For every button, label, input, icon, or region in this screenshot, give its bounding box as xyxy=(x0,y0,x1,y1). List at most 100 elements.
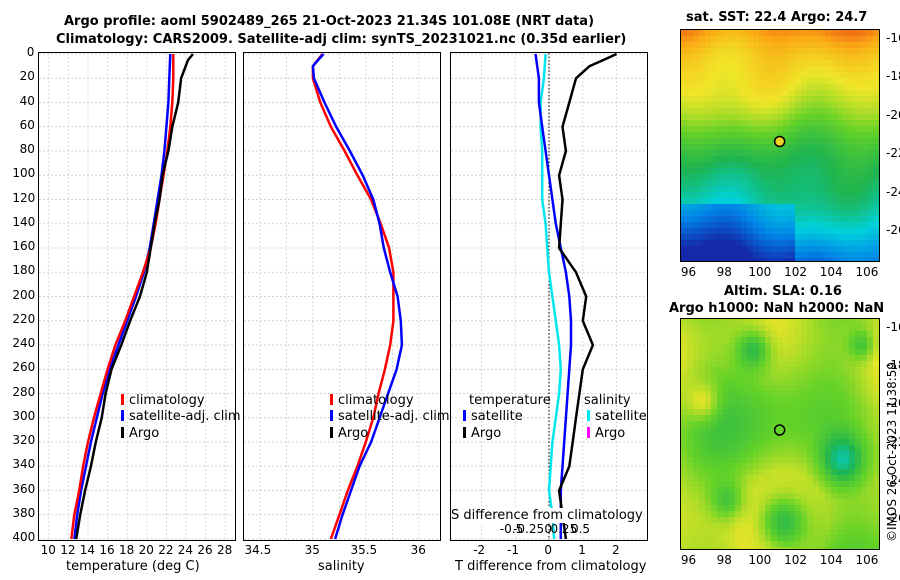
sla-map-cell xyxy=(711,367,717,373)
sst-map-cell xyxy=(807,30,813,36)
sla-map-cell xyxy=(681,439,687,445)
sla-map-cell xyxy=(825,505,831,511)
map-y-tick: -24 xyxy=(886,472,900,487)
legend-swatch-climatology xyxy=(330,394,333,405)
map-x-tick: 98 xyxy=(716,553,732,567)
sla-map-cell xyxy=(867,457,873,463)
sst-map-cell xyxy=(741,42,747,48)
sla-map-cell xyxy=(693,451,699,457)
sla-map-cell xyxy=(759,379,765,385)
sst-map-cell xyxy=(681,96,687,102)
sst-map-cell xyxy=(765,186,771,192)
sla-map-cell xyxy=(861,541,867,547)
sla-map-cell xyxy=(861,433,867,439)
sla-map-cell xyxy=(825,481,831,487)
sla-map-cell xyxy=(837,421,843,427)
sst-map-cell xyxy=(693,240,699,246)
sla-map-cell xyxy=(681,427,687,433)
sla-map-cell xyxy=(771,463,777,469)
sst-map-cell xyxy=(759,174,765,180)
sla-map-cell xyxy=(729,535,735,541)
sst-map-cell xyxy=(825,60,831,66)
sst-map-cell xyxy=(699,108,705,114)
sla-map-cell xyxy=(849,541,855,547)
sst-map-cell xyxy=(789,138,795,144)
sla-map-cell xyxy=(735,469,741,475)
sst-map-cell xyxy=(825,132,831,138)
sst-map-cell xyxy=(747,48,753,54)
sla-map-cell xyxy=(711,385,717,391)
sst-map-cell xyxy=(735,156,741,162)
sst-map-cell xyxy=(753,48,759,54)
sla-map-cell xyxy=(705,415,711,421)
sst-map-cell xyxy=(741,240,747,246)
sla-map-cell xyxy=(771,481,777,487)
sla-map-cell xyxy=(747,523,753,529)
sst-map-cell xyxy=(861,174,867,180)
x-tick: 22 xyxy=(158,543,174,557)
sla-map-cell xyxy=(723,457,729,463)
sla-map-cell xyxy=(753,481,759,487)
sla-map-cell xyxy=(843,397,849,403)
sla-map-cell xyxy=(693,463,699,469)
sla-map-cell xyxy=(687,499,693,505)
sst-map-cell xyxy=(693,186,699,192)
sla-map-cell xyxy=(789,469,795,475)
sst-map-cell xyxy=(807,156,813,162)
sst-map-cell xyxy=(861,186,867,192)
sst-map-cell xyxy=(729,228,735,234)
sla-map-cell xyxy=(801,445,807,451)
sla-map-cell xyxy=(837,427,843,433)
sla-map-cell xyxy=(765,427,771,433)
sla-map-cell xyxy=(837,325,843,331)
sla-map-cell xyxy=(849,367,855,373)
sla-map-cell xyxy=(789,493,795,499)
sst-map-cell xyxy=(711,126,717,132)
depth-tick: 300 xyxy=(12,408,36,423)
sst-map-cell xyxy=(693,90,699,96)
sla-map-cell xyxy=(855,433,861,439)
sla-map-cell xyxy=(777,493,783,499)
sst-map-cell xyxy=(843,168,849,174)
sla-map-cell xyxy=(825,493,831,499)
sst-map-cell xyxy=(771,108,777,114)
map-y-tick: -18 xyxy=(886,69,900,84)
sla-map-cell xyxy=(753,523,759,529)
sst-map-cell xyxy=(747,222,753,228)
sst-map-cell xyxy=(819,210,825,216)
sst-map-cell xyxy=(795,36,801,42)
sst-map-cell xyxy=(723,240,729,246)
sla-map-cell xyxy=(867,409,873,415)
sla-map-cell xyxy=(765,319,771,325)
sla-map-cell xyxy=(837,451,843,457)
sla-map-cell xyxy=(783,331,789,337)
sst-map-cell xyxy=(783,222,789,228)
sst-map-cell xyxy=(777,84,783,90)
sla-map-cell xyxy=(855,517,861,523)
sst-map-cell xyxy=(873,192,879,198)
sst-map-cell xyxy=(855,48,861,54)
sst-map-cell xyxy=(693,132,699,138)
sst-map-cell xyxy=(753,132,759,138)
sla-map-cell xyxy=(831,445,837,451)
sst-map-cell xyxy=(693,222,699,228)
sla-map-cell xyxy=(729,433,735,439)
sst-map-cell xyxy=(777,150,783,156)
sst-map-cell xyxy=(867,192,873,198)
sla-map-cell xyxy=(783,523,789,529)
sst-map-cell xyxy=(867,240,873,246)
sla-map-cell xyxy=(771,403,777,409)
sla-map-cell xyxy=(699,397,705,403)
sla-map-cell xyxy=(837,499,843,505)
sst-map-cell xyxy=(687,222,693,228)
sla-map-cell xyxy=(819,481,825,487)
sla-map-cell xyxy=(867,373,873,379)
sst-map-cell xyxy=(861,72,867,78)
sla-map-cell xyxy=(729,523,735,529)
sla-map-cell xyxy=(855,319,861,325)
sla-map-cell xyxy=(837,493,843,499)
sla-map-cell xyxy=(855,457,861,463)
sla-map-cell xyxy=(837,481,843,487)
sst-map-cell xyxy=(705,48,711,54)
sla-map-cell xyxy=(867,397,873,403)
